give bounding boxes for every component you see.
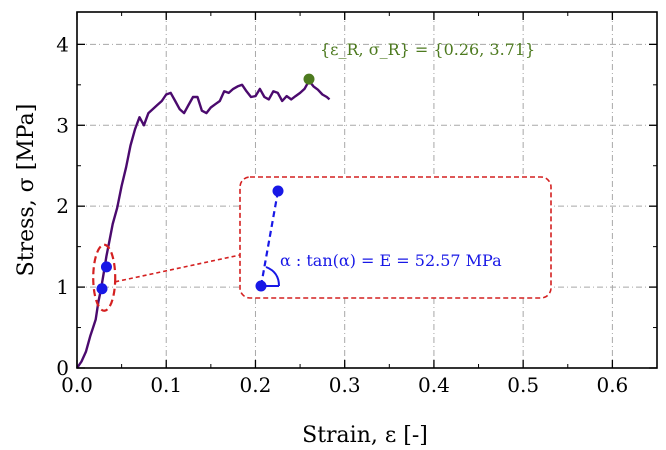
x-axis-label: Strain, ε [-] — [302, 423, 428, 448]
x-tick-label: 0.2 — [240, 373, 272, 397]
inset-box — [239, 176, 552, 299]
y-axis-label: Stress, σ [MPa] — [14, 104, 39, 277]
inset-modulus-label: α : tan(α) = E = 52.57 MPa — [280, 251, 502, 270]
tick-labels: 0.0 0.1 0.2 0.3 0.4 0.5 0.6 0 1 2 3 4 — [56, 32, 628, 397]
x-tick-label: 0.1 — [150, 373, 182, 397]
ticks — [76, 12, 658, 369]
x-tick-label: 0.3 — [329, 373, 361, 397]
x-tick-label: 0.4 — [418, 373, 450, 397]
point-peak — [303, 73, 315, 85]
y-tick-label: 1 — [56, 275, 69, 299]
y-tick-label: 4 — [56, 32, 69, 56]
inset-slope-line — [259, 190, 280, 287]
x-tick-label: 0.0 — [61, 373, 93, 397]
inset-point-lower — [255, 280, 267, 292]
x-tick-label: 0.6 — [596, 373, 628, 397]
stress-strain-curve — [76, 79, 331, 369]
point-lower — [96, 283, 108, 295]
highlight-ellipse — [92, 243, 117, 312]
x-tick-label: 0.5 — [507, 373, 539, 397]
connector-line — [115, 254, 241, 283]
point-upper — [100, 261, 112, 273]
y-tick-label: 3 — [56, 113, 69, 137]
y-tick-label: 2 — [56, 194, 69, 218]
plot-frame — [76, 11, 658, 369]
peak-label: {ε_R, σ_R} = {0.26, 3.71} — [320, 40, 535, 59]
y-tick-label: 0 — [56, 356, 69, 380]
inset-point-upper — [272, 185, 284, 197]
